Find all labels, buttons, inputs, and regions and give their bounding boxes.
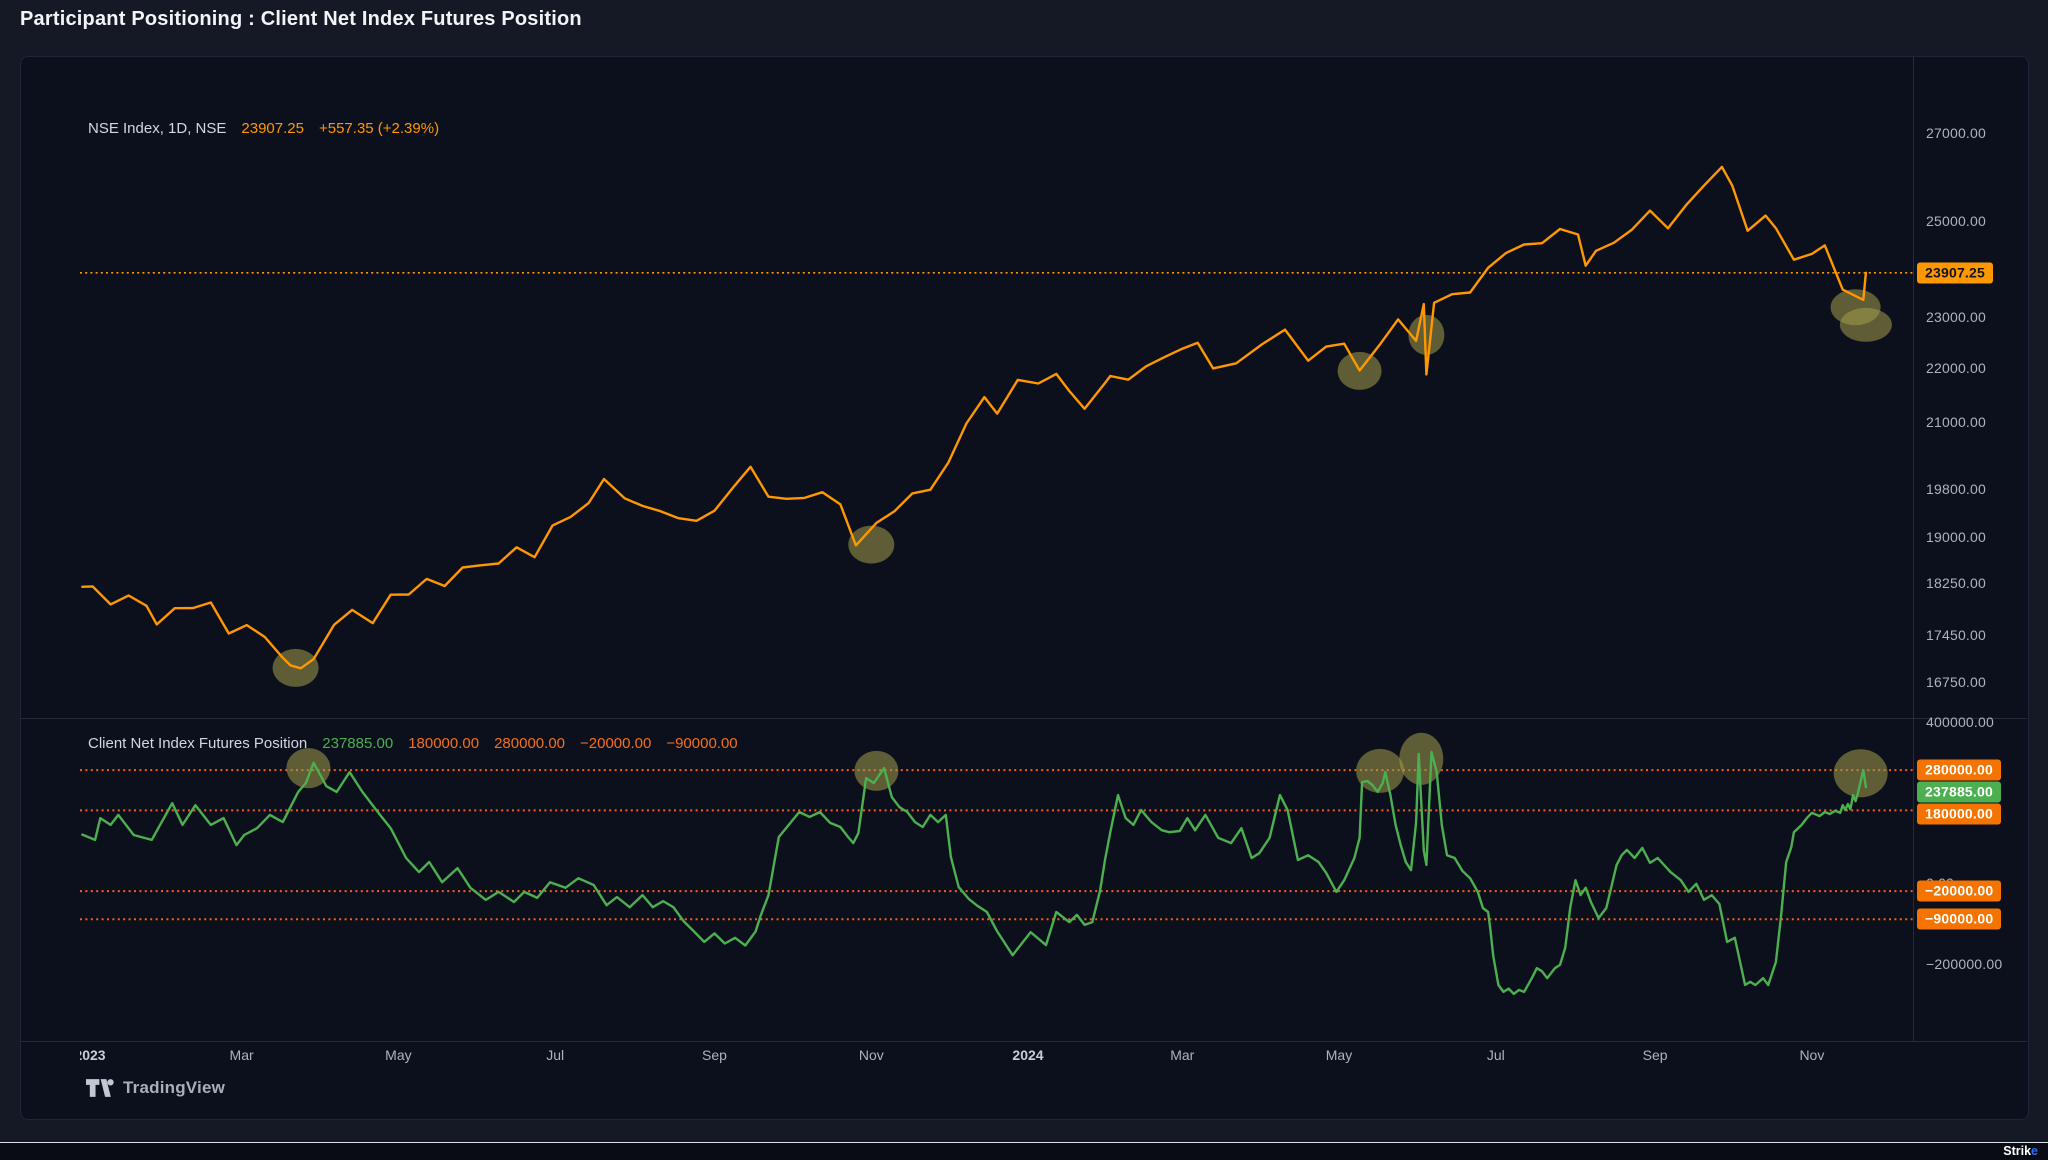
price-axis-tick: 16750.00	[1926, 673, 1986, 690]
pane2-level-value: 180000.00	[408, 735, 480, 752]
price-axis-tick: 27000.00	[1926, 125, 1986, 141]
price-axis-divider	[1913, 57, 1914, 1041]
pane2-legend[interactable]: Client Net Index Futures Position 237885…	[88, 735, 738, 752]
price-axis-badge[interactable]: 180000.00	[1917, 803, 2001, 825]
strike-watermark-bar: Strike	[0, 1142, 2048, 1160]
pane1-symbol-label[interactable]: NSE Index, 1D, NSE	[88, 120, 227, 137]
time-axis-tick: Jul	[546, 1047, 565, 1063]
time-axis-tick: Jul	[1486, 1047, 1505, 1063]
pane1-change: +557.35 (+2.39%)	[318, 120, 440, 137]
time-axis-tick: Mar	[229, 1047, 254, 1063]
price-axis-badge[interactable]: 237885.00	[1917, 781, 2001, 803]
page-title: Participant Positioning : Client Net Ind…	[20, 8, 582, 30]
time-axis-tick: Sep	[1642, 1047, 1668, 1063]
time-axis-tick: Nov	[1799, 1047, 1825, 1063]
price-axis-tick: 25000.00	[1926, 213, 1986, 230]
time-axis-tick: Mar	[1170, 1047, 1195, 1063]
price-axis-tick: 22000.00	[1926, 360, 1986, 377]
pane1-legend[interactable]: NSE Index, 1D, NSE 23907.25 +557.35 (+2.…	[88, 120, 439, 137]
price-axis-badge[interactable]: −90000.00	[1917, 908, 2002, 930]
time-axis-divider	[21, 1041, 2027, 1042]
price-axis-badge[interactable]: 23907.25	[1917, 262, 1993, 284]
price-axis-tick: 400000.00	[1926, 713, 1994, 730]
time-axis-tick: 2023	[80, 1047, 106, 1063]
pane2-level-value: −20000.00	[580, 735, 652, 752]
pane2-level-value: −90000.00	[666, 735, 738, 752]
chart-container[interactable]	[20, 56, 2029, 1120]
price-axis-tick: 21000.00	[1926, 413, 1986, 430]
price-axis-tick: 17450.00	[1926, 626, 1986, 643]
strike-wordmark-accent: e	[2031, 1144, 2038, 1158]
time-axis-tick: Sep	[702, 1047, 727, 1063]
tradingview-wordmark: TradingView	[123, 1078, 226, 1097]
strike-wordmark: Strik	[2003, 1144, 2032, 1158]
pane2-indicator-label[interactable]: Client Net Index Futures Position	[88, 735, 308, 752]
time-axis[interactable]: 2023 Mar May Jul Sep Nov 2024 Mar May Jul Sep Nov	[80, 1042, 1913, 1070]
price-axis-tick: 23000.00	[1926, 309, 1986, 326]
price-axis-tick: 19000.00	[1926, 528, 1986, 545]
pane-divider[interactable]	[21, 718, 2027, 719]
pane1-last-price: 23907.25	[241, 120, 304, 137]
tradingview-attribution[interactable]: TradingView	[86, 1078, 225, 1098]
price-axis-tick: 18250.00	[1926, 575, 1986, 591]
price-axis-badge[interactable]: −20000.00	[1917, 880, 2002, 902]
tradingview-logo-icon	[86, 1079, 114, 1097]
time-axis-tick: 2024	[1012, 1047, 1044, 1063]
time-axis-tick: May	[1325, 1047, 1353, 1063]
price-axis-badge[interactable]: 280000.00	[1917, 759, 2001, 781]
price-axis-tick: 19800.00	[1926, 481, 1986, 498]
pane2-level-value: 280000.00	[494, 735, 565, 752]
time-axis-tick: Nov	[858, 1047, 884, 1063]
price-axis-tick: −200000.00	[1926, 955, 2003, 972]
pane2-current-value: 237885.00	[322, 735, 394, 752]
time-axis-tick: May	[385, 1047, 412, 1063]
